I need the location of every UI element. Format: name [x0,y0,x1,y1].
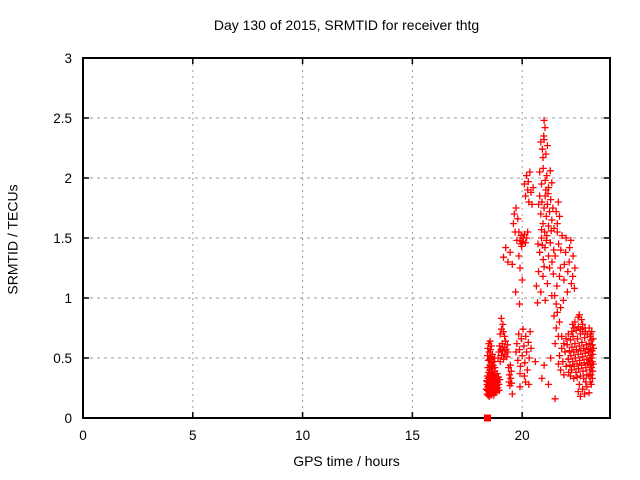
y-tick-label: 0 [64,411,72,426]
start-marker-square [483,414,491,422]
y-tick-label: 1.5 [53,231,72,246]
y-tick-label: 0.5 [53,351,72,366]
y-tick-label: 2 [64,171,72,186]
chart-title: Day 130 of 2015, SRMTID for receiver tht… [213,17,480,33]
y-tick-label: 1 [64,291,72,306]
y-tick-label: 3 [64,51,72,66]
x-tick-label: 10 [295,428,310,443]
x-tick-label: 5 [189,428,197,443]
scatter-points-plus [482,116,597,403]
x-tick-label: 15 [405,428,420,443]
y-tick-label: 2.5 [53,111,72,126]
plot-border [82,57,611,419]
x-tick-label: 0 [79,428,87,443]
x-tick-label: 20 [515,428,530,443]
x-axis-label: GPS time / hours [293,453,400,469]
